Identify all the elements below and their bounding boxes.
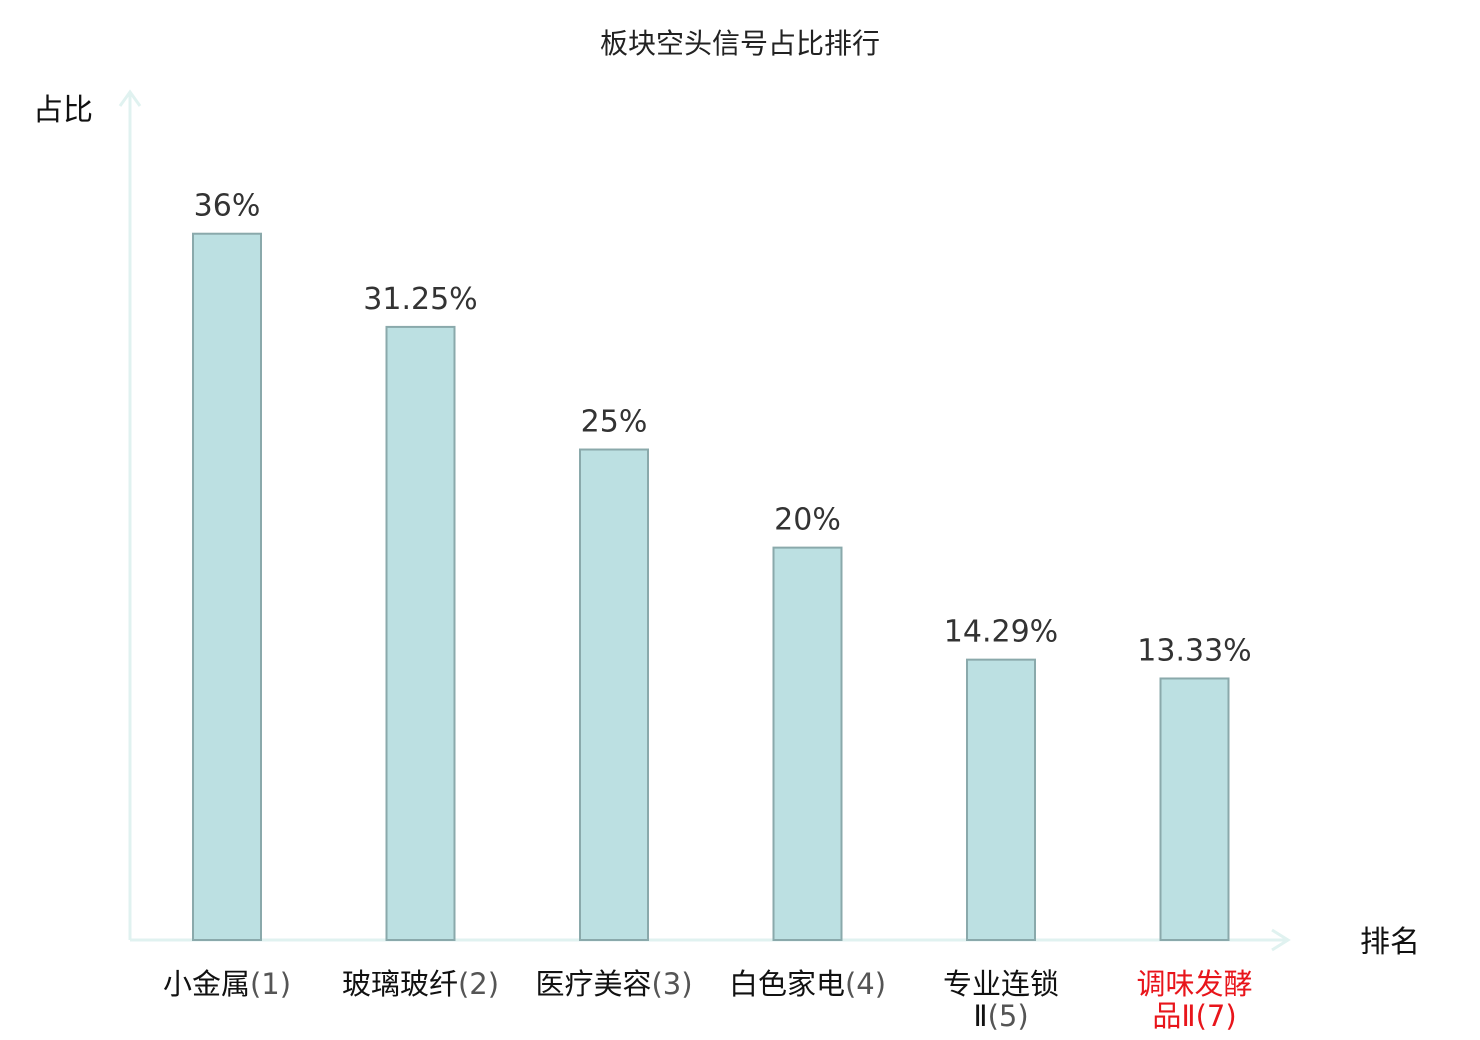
x-tick-label: 小金属(1): [163, 967, 291, 1001]
value-labels-group: 36% 31.25% 25% 20% 14.29% 13.33%: [194, 189, 1252, 669]
bar-value-label: 31.25%: [363, 282, 477, 317]
bar: [192, 232, 262, 941]
bars-group: [192, 232, 1230, 941]
bar-value-label: 14.29%: [944, 615, 1058, 650]
bar-value-label: 25%: [581, 405, 648, 440]
x-tick-label: 专业连锁 Ⅱ(5): [943, 967, 1059, 1033]
bar-value-label: 13.33%: [1137, 633, 1251, 668]
bar: [772, 546, 843, 941]
x-tick-label: 医疗美容(3): [535, 967, 692, 1001]
y-axis-label: 占比: [33, 93, 93, 128]
chart-title: 板块空头信号占比排行: [600, 27, 880, 60]
x-tick-labels-group: 小金属(1) 玻璃玻纤(2) 医疗美容(3) 白色家电(4) 专业连锁 Ⅱ(5) 调味发酵品…: [163, 967, 1253, 1033]
x-axis-arrow: [1271, 928, 1291, 952]
x-axis-label: 排名: [1360, 925, 1420, 960]
bar: [966, 658, 1036, 941]
bar: [385, 325, 456, 941]
bar: [579, 448, 649, 941]
bar-value-label: 20%: [774, 503, 841, 538]
x-tick-label: 白色家电(4): [729, 967, 886, 1001]
bar: [1159, 677, 1230, 941]
y-axis-arrow: [118, 89, 142, 107]
x-tick-label: 调味发酵品Ⅱ(7): [1136, 967, 1252, 1033]
bar-value-label: 36%: [194, 189, 261, 224]
x-tick-label: 玻璃玻纤(2): [342, 967, 499, 1001]
